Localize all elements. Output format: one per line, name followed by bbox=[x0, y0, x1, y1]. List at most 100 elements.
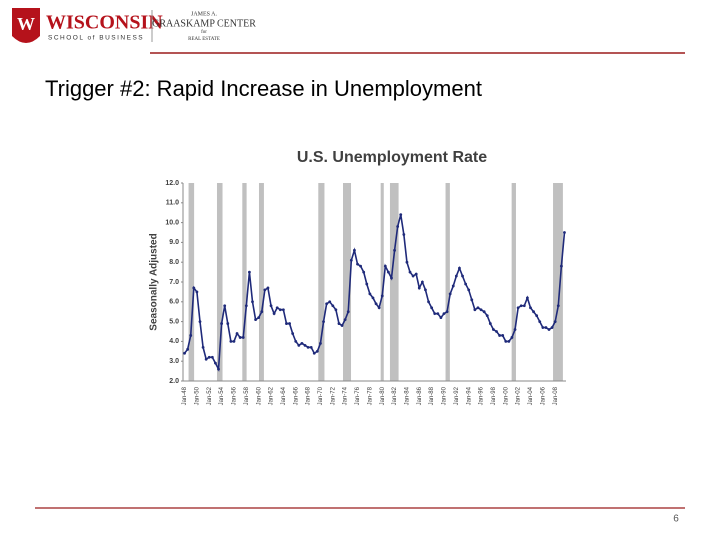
point-marker bbox=[374, 302, 378, 306]
logo-main: WISCONSIN bbox=[46, 12, 163, 34]
point-marker bbox=[272, 312, 276, 316]
point-marker bbox=[476, 306, 480, 310]
point-marker bbox=[445, 310, 449, 314]
point-marker bbox=[281, 308, 285, 312]
point-marker bbox=[198, 320, 202, 323]
point-marker bbox=[563, 231, 566, 234]
x-tick-label: Jan-62 bbox=[269, 386, 275, 405]
point-marker bbox=[183, 351, 186, 355]
y-tick-label: 3.0 bbox=[169, 358, 179, 365]
point-marker bbox=[349, 258, 353, 262]
x-tick-label: Jan-86 bbox=[417, 386, 423, 405]
point-marker bbox=[553, 320, 557, 323]
point-marker bbox=[229, 340, 233, 343]
point-marker bbox=[498, 334, 501, 337]
point-marker bbox=[328, 300, 332, 304]
point-marker bbox=[424, 288, 427, 292]
point-marker bbox=[439, 316, 443, 320]
shaded-period bbox=[318, 183, 325, 381]
point-marker bbox=[532, 310, 535, 314]
point-marker bbox=[359, 264, 363, 268]
point-marker bbox=[343, 318, 347, 322]
point-marker bbox=[541, 326, 545, 329]
x-tick-label: Jan-96 bbox=[479, 386, 485, 405]
y-tick-label: 10.0 bbox=[165, 219, 179, 226]
point-marker bbox=[285, 322, 288, 325]
point-marker bbox=[427, 300, 430, 304]
point-marker bbox=[470, 298, 474, 302]
point-marker bbox=[325, 302, 329, 306]
x-tick-label: Jan-56 bbox=[232, 386, 238, 405]
x-tick-label: Jan-82 bbox=[392, 386, 398, 405]
x-tick-label: Jan-88 bbox=[429, 386, 435, 405]
x-tick-label: Jan-60 bbox=[256, 386, 262, 405]
point-marker bbox=[241, 336, 245, 339]
point-marker bbox=[544, 326, 548, 329]
center-line: GRAASKAMP CENTER bbox=[152, 18, 256, 29]
point-marker bbox=[275, 306, 279, 310]
point-marker bbox=[482, 310, 486, 314]
point-marker bbox=[442, 312, 446, 316]
point-marker bbox=[201, 345, 205, 349]
x-tick-label: Jan-64 bbox=[281, 386, 287, 405]
point-marker bbox=[467, 288, 471, 292]
point-marker bbox=[405, 260, 409, 264]
x-tick-label: Jan-70 bbox=[318, 386, 324, 405]
point-marker bbox=[380, 294, 384, 298]
x-tick-label: Jan-00 bbox=[503, 386, 509, 405]
y-tick-label: 7.0 bbox=[169, 279, 179, 286]
point-marker bbox=[204, 357, 208, 361]
point-marker bbox=[458, 266, 461, 270]
point-marker bbox=[278, 308, 282, 312]
point-marker bbox=[217, 367, 220, 371]
logo: W WISCONSIN SCHOOL of BUSINESS bbox=[12, 8, 163, 43]
point-marker bbox=[306, 345, 310, 349]
x-tick-label: Jan-54 bbox=[219, 386, 225, 405]
point-marker bbox=[288, 322, 291, 325]
point-marker bbox=[550, 326, 554, 329]
point-marker bbox=[300, 341, 304, 345]
shaded-period bbox=[258, 183, 264, 381]
point-marker bbox=[433, 312, 437, 316]
x-tick-label: Jan-80 bbox=[380, 386, 386, 405]
x-tick-label: Jan-76 bbox=[355, 386, 361, 405]
point-marker bbox=[393, 248, 396, 252]
shaded-period bbox=[242, 183, 247, 381]
point-marker bbox=[334, 308, 338, 312]
point-marker bbox=[254, 318, 257, 322]
point-marker bbox=[210, 355, 214, 359]
x-tick-label: Jan-78 bbox=[367, 386, 373, 405]
crest-letter: W bbox=[17, 14, 35, 34]
point-marker bbox=[538, 320, 542, 323]
x-tick-label: Jan-02 bbox=[516, 386, 522, 405]
point-marker bbox=[525, 296, 529, 300]
point-marker bbox=[504, 340, 508, 343]
point-marker bbox=[485, 314, 489, 318]
point-marker bbox=[322, 320, 325, 323]
shaded-period bbox=[188, 183, 195, 381]
point-marker bbox=[454, 274, 458, 278]
point-marker bbox=[495, 330, 498, 333]
slide-title: Trigger #2: Rapid Increase in Unemployme… bbox=[45, 76, 482, 101]
point-marker bbox=[263, 288, 267, 292]
x-tick-label: Jan-68 bbox=[306, 386, 312, 405]
x-tick-label: Jan-66 bbox=[293, 386, 299, 405]
x-tick-label: Jan-84 bbox=[405, 386, 411, 405]
point-marker bbox=[430, 306, 434, 310]
shaded-period bbox=[380, 183, 384, 381]
point-marker bbox=[223, 304, 227, 308]
point-marker bbox=[214, 361, 217, 365]
x-tick-label: Jan-08 bbox=[553, 386, 559, 405]
y-tick-label: 4.0 bbox=[169, 338, 179, 345]
point-marker bbox=[414, 272, 418, 276]
center-line: JAMES A. bbox=[191, 11, 218, 17]
x-tick-label: Jan-52 bbox=[207, 386, 213, 405]
point-marker bbox=[519, 304, 523, 308]
x-tick-label: Jan-50 bbox=[194, 386, 200, 405]
point-marker bbox=[383, 264, 387, 268]
x-tick-label: Jan-98 bbox=[491, 386, 497, 405]
x-tick-label: Jan-58 bbox=[244, 386, 250, 405]
point-marker bbox=[226, 322, 230, 325]
point-marker bbox=[294, 340, 298, 343]
